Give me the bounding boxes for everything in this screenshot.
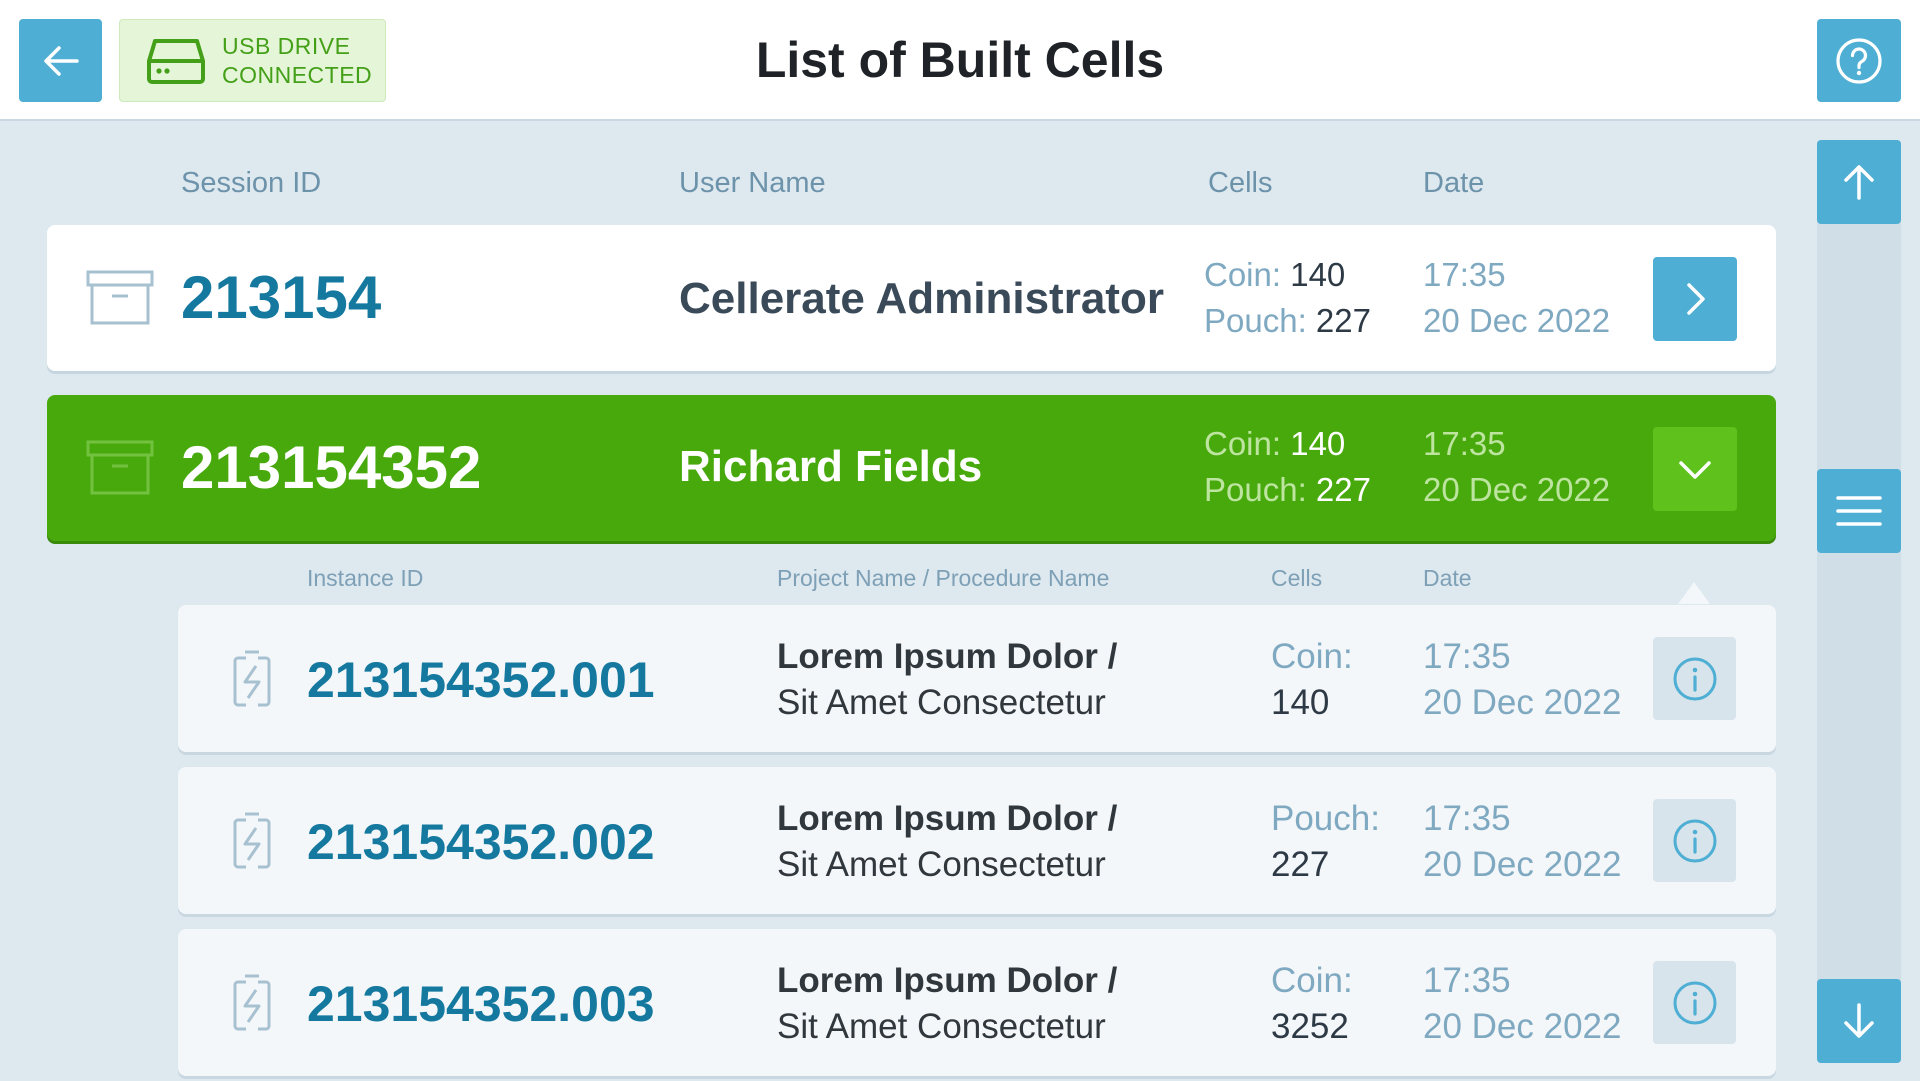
session-cells-coin: Coin: 140	[1204, 424, 1345, 464]
usb-drive-icon	[147, 38, 205, 84]
coin-value: 140	[1290, 425, 1346, 462]
instance-datetime: 17:35 20 Dec 2022	[1423, 634, 1621, 726]
procedure-name: Sit Amet Consectetur	[777, 683, 1106, 722]
open-session-button[interactable]	[1653, 257, 1737, 341]
cell-count: 3252	[1271, 1007, 1349, 1046]
archive-box-icon	[86, 270, 154, 325]
project-name: Lorem Ipsum Dolor /	[777, 799, 1118, 838]
column-header-session-id: Session ID	[181, 167, 322, 199]
instance-date: 20 Dec 2022	[1423, 845, 1622, 884]
instance-id: 213154352.003	[307, 976, 655, 1032]
cell-type-label: Coin:	[1271, 637, 1353, 676]
instance-info-button[interactable]	[1653, 637, 1736, 720]
session-id: 213154	[181, 264, 382, 331]
column-header-date: Date	[1423, 167, 1485, 199]
pouch-value: 227	[1315, 471, 1371, 508]
session-date: 20 Dec 2022	[1423, 302, 1611, 339]
usb-status-line2: CONNECTED	[222, 61, 373, 88]
instance-time: 17:35	[1423, 961, 1511, 1000]
usb-status-line1: USB DRIVE	[222, 32, 351, 59]
instance-project: Lorem Ipsum Dolor / Sit Amet Consectetur	[777, 796, 1117, 888]
instance-datetime: 17:35 20 Dec 2022	[1423, 796, 1621, 888]
pouch-label: Pouch:	[1204, 302, 1307, 339]
session-row[interactable]: 213154 Cellerate Administrator Coin: 140…	[47, 225, 1776, 371]
procedure-name: Sit Amet Consectetur	[777, 1007, 1106, 1046]
coin-label: Coin:	[1204, 256, 1282, 293]
instance-cells: Coin: 3252	[1271, 958, 1353, 1050]
coin-value: 140	[1290, 256, 1346, 293]
instance-id: 213154352.002	[307, 814, 655, 870]
instance-project: Lorem Ipsum Dolor / Sit Amet Consectetur	[777, 958, 1117, 1050]
session-cells-coin: Coin: 140	[1204, 255, 1345, 295]
help-button[interactable]	[1817, 19, 1901, 102]
battery-charging-icon	[233, 812, 271, 869]
instance-datetime: 17:35 20 Dec 2022	[1423, 958, 1621, 1050]
instance-row[interactable]: 213154352.002 Lorem Ipsum Dolor / Sit Am…	[178, 767, 1776, 914]
arrow-left-icon	[43, 45, 79, 76]
instance-cells: Pouch: 227	[1271, 796, 1380, 888]
info-circle-icon	[1673, 657, 1716, 700]
project-name: Lorem Ipsum Dolor /	[777, 637, 1118, 676]
cell-type-label: Coin:	[1271, 961, 1353, 1000]
battery-charging-icon	[233, 650, 271, 707]
instance-date: 20 Dec 2022	[1423, 1007, 1622, 1046]
instance-info-button[interactable]	[1653, 799, 1736, 882]
session-row-selected[interactable]: 213154352 Richard Fields Coin: 140 Pouch…	[47, 395, 1776, 541]
top-bar: USB DRIVE CONNECTED List of Built Cells	[0, 0, 1920, 121]
subheader-cells: Cells	[1271, 565, 1323, 591]
instance-time: 17:35	[1423, 799, 1511, 838]
info-circle-icon	[1673, 981, 1716, 1024]
cell-type-label: Pouch:	[1271, 799, 1380, 838]
instance-time: 17:35	[1423, 637, 1511, 676]
subheader-date: Date	[1423, 565, 1472, 591]
session-cells-pouch: Pouch: 227	[1204, 301, 1371, 341]
archive-box-icon	[86, 440, 154, 495]
subheader-project-name: Project Name / Procedure Name	[777, 565, 1110, 591]
pouch-label: Pouch:	[1204, 471, 1307, 508]
scrollbar-track[interactable]	[1817, 140, 1901, 1063]
instance-date: 20 Dec 2022	[1423, 683, 1622, 722]
usb-status-text: USB DRIVE CONNECTED	[222, 32, 372, 90]
arrow-up-icon	[1844, 165, 1874, 200]
instance-row[interactable]: 213154352.003 Lorem Ipsum Dolor / Sit Am…	[178, 929, 1776, 1076]
column-header-cells: Cells	[1208, 167, 1273, 199]
scroll-up-button[interactable]	[1817, 140, 1901, 224]
usb-status-badge: USB DRIVE CONNECTED	[119, 19, 386, 102]
cell-count: 140	[1271, 683, 1330, 722]
instance-id: 213154352.001	[307, 652, 655, 708]
back-button[interactable]	[19, 19, 102, 102]
instance-row[interactable]: 213154352.001 Lorem Ipsum Dolor / Sit Am…	[178, 605, 1776, 752]
instance-cells: Coin: 140	[1271, 634, 1353, 726]
info-circle-icon	[1673, 819, 1716, 862]
session-date: 20 Dec 2022	[1423, 471, 1611, 508]
subheader-instance-id: Instance ID	[307, 565, 424, 591]
session-time: 17:35	[1423, 425, 1506, 462]
battery-charging-icon	[233, 974, 271, 1031]
hamburger-icon	[1836, 496, 1882, 526]
session-id: 213154352	[181, 434, 482, 501]
chevron-right-icon	[1687, 283, 1705, 315]
help-circle-icon	[1836, 37, 1882, 84]
project-name: Lorem Ipsum Dolor /	[777, 961, 1118, 1000]
session-user-name: Cellerate Administrator	[679, 274, 1164, 323]
page-title: List of Built Cells	[755, 32, 1165, 88]
session-user-name: Richard Fields	[679, 442, 983, 491]
procedure-name: Sit Amet Consectetur	[777, 845, 1106, 884]
instance-project: Lorem Ipsum Dolor / Sit Amet Consectetur	[777, 634, 1117, 726]
session-cells-pouch: Pouch: 227	[1204, 470, 1371, 510]
scroll-down-button[interactable]	[1817, 979, 1901, 1063]
column-header-user-name: User Name	[679, 167, 826, 199]
expand-pointer	[1678, 582, 1710, 604]
coin-label: Coin:	[1204, 425, 1282, 462]
arrow-down-icon	[1844, 1003, 1874, 1038]
collapse-session-button[interactable]	[1653, 427, 1737, 511]
instance-info-button[interactable]	[1653, 961, 1736, 1044]
scrollbar-thumb[interactable]	[1817, 469, 1901, 553]
cell-count: 227	[1271, 845, 1330, 884]
pouch-value: 227	[1315, 302, 1371, 339]
chevron-down-icon	[1679, 461, 1711, 479]
session-time: 17:35	[1423, 256, 1506, 293]
